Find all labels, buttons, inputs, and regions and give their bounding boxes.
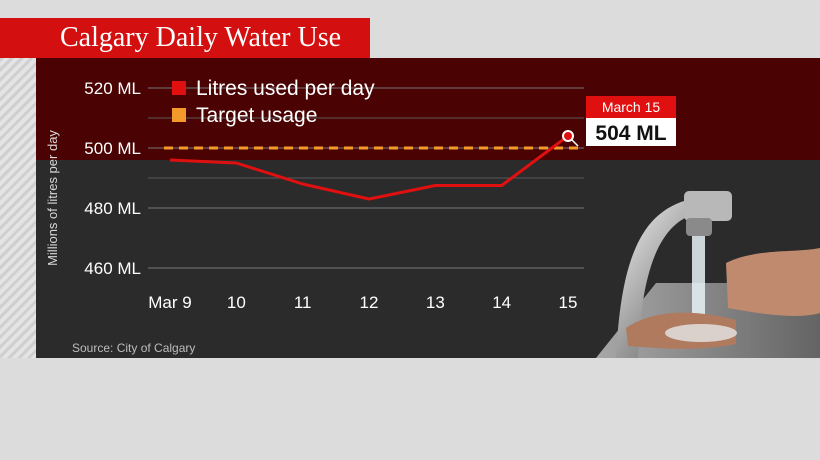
x-tick-label: 11 <box>294 293 312 312</box>
callout-date-box <box>586 96 676 118</box>
callout-point <box>562 130 574 142</box>
legend: Litres used per day Target usage <box>172 77 375 127</box>
source-note: Source: City of Calgary <box>72 341 195 355</box>
legend-swatch-target <box>172 108 186 122</box>
y-tick-label: 460 ML <box>84 259 141 278</box>
y-tick-label: 520 ML <box>84 79 141 98</box>
callout-value: 504 ML <box>595 122 666 145</box>
above-target-band <box>36 58 820 160</box>
legend-label-series: Litres used per day <box>196 77 375 100</box>
x-tick-label: Mar 9 <box>148 293 191 312</box>
series-line <box>169 134 569 201</box>
x-tick-label: 13 <box>426 293 445 312</box>
legend-swatch-series <box>172 81 186 95</box>
faucet-image <box>596 191 820 358</box>
x-tick-label: 15 <box>559 293 578 312</box>
x-tick-label: 14 <box>492 293 511 312</box>
hatch-decoration <box>0 58 36 358</box>
y-tick-label: 500 ML <box>84 139 141 158</box>
x-tick-label: 12 <box>360 293 379 312</box>
legend-label-target: Target usage <box>196 104 317 127</box>
y-tick-label: 480 ML <box>84 199 141 218</box>
callout-date: March 15 <box>602 99 661 115</box>
x-tick-label: 10 <box>227 293 246 312</box>
page-title: Calgary Daily Water Use <box>0 18 370 58</box>
line-chart: 460 ML 480 ML 500 ML 520 ML Mar 9 10 11 12 13 14… <box>36 58 820 358</box>
y-axis-label: Millions of litres per day <box>45 130 60 266</box>
callout-value-box <box>586 118 676 146</box>
chart-panel: 460 ML 480 ML 500 ML 520 ML Mar 9 10 11 12 13 14… <box>36 58 820 358</box>
